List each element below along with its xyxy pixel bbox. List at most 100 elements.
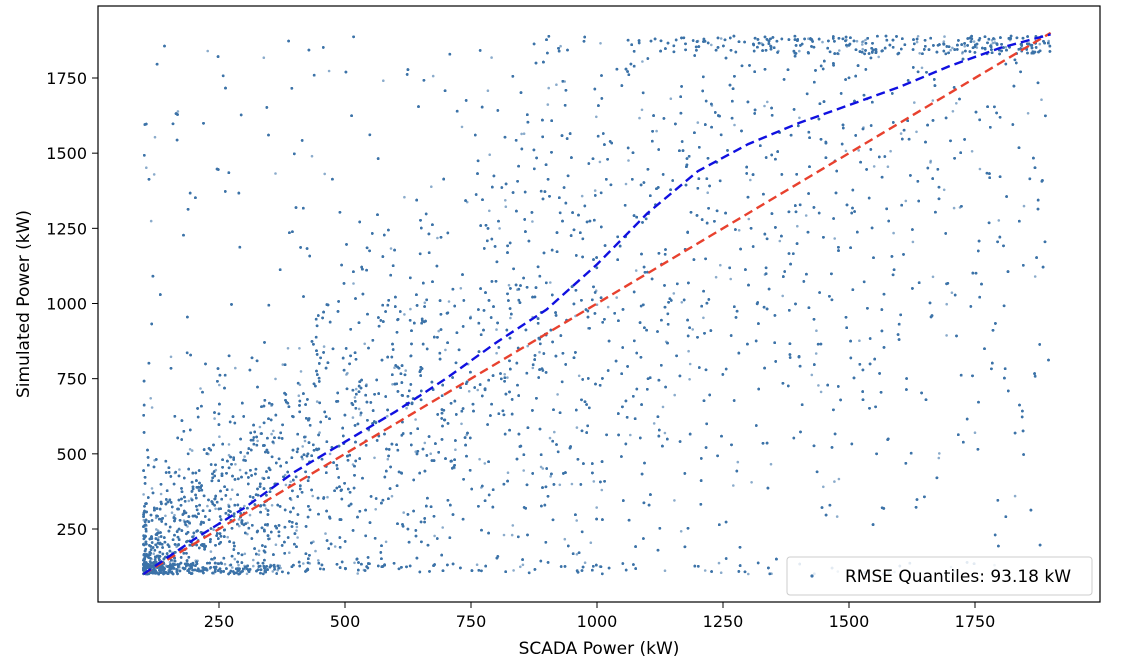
scatter-point xyxy=(483,462,487,465)
scatter-point xyxy=(507,283,511,287)
scatter-point xyxy=(295,525,299,529)
scatter-point xyxy=(328,452,332,456)
scatter-point xyxy=(549,281,552,284)
scatter-point xyxy=(641,60,644,63)
scatter-point xyxy=(403,195,406,199)
scatter-point xyxy=(444,348,447,352)
scatter-point xyxy=(429,452,433,456)
scatter-point xyxy=(475,563,479,566)
scatter-point xyxy=(314,549,317,553)
scatter-point xyxy=(600,488,604,492)
scatter-point xyxy=(583,561,587,564)
scatter-point xyxy=(274,377,277,381)
scatter-point xyxy=(155,528,158,531)
scatter-point xyxy=(861,47,864,51)
scatter-point xyxy=(230,488,234,492)
scatter-point xyxy=(549,475,552,478)
scatter-point xyxy=(769,462,773,466)
scatter-point xyxy=(346,371,349,375)
scatter-point xyxy=(807,37,810,40)
scatter-point xyxy=(719,571,723,574)
scatter-point xyxy=(819,390,823,394)
scatter-point xyxy=(262,56,266,59)
scatter-point xyxy=(747,217,751,221)
scatter-point xyxy=(679,530,683,533)
scatter-point xyxy=(279,566,282,570)
scatter-point xyxy=(595,506,598,509)
scatter-point xyxy=(833,237,836,240)
scatter-point xyxy=(303,439,307,443)
scatter-point xyxy=(509,316,512,320)
scatter-point xyxy=(318,431,321,434)
scatter-point xyxy=(606,305,610,309)
scatter-point xyxy=(145,166,148,169)
scatter-point xyxy=(1040,98,1043,101)
scatter-point xyxy=(252,564,255,568)
scatter-point xyxy=(357,407,361,411)
scatter-point xyxy=(238,524,241,528)
scatter-point xyxy=(246,532,249,536)
scatter-point xyxy=(272,429,275,433)
scatter-point xyxy=(363,342,367,346)
scatter-point xyxy=(559,44,562,48)
scatter-point xyxy=(289,480,292,484)
scatter-point xyxy=(531,220,534,223)
scatter-point xyxy=(423,441,427,445)
scatter-point xyxy=(877,55,880,59)
scatter-point xyxy=(301,457,304,461)
scatter-point xyxy=(354,387,358,391)
scatter-point xyxy=(929,159,932,163)
scatter-point xyxy=(173,513,176,517)
scatter-point xyxy=(322,345,326,348)
scatter-point xyxy=(433,534,436,538)
scatter-point xyxy=(860,40,864,44)
scatter-points xyxy=(142,34,1052,576)
scatter-point xyxy=(913,101,916,104)
scatter-point xyxy=(431,74,435,78)
scatter-point xyxy=(351,416,355,419)
scatter-point xyxy=(168,560,172,564)
scatter-point xyxy=(687,349,690,353)
scatter-point xyxy=(1026,112,1030,115)
scatter-point xyxy=(459,287,463,290)
scatter-point xyxy=(864,38,867,42)
scatter-point xyxy=(423,301,427,305)
scatter-point xyxy=(504,199,507,202)
scatter-point xyxy=(629,433,632,437)
scatter-point xyxy=(409,307,412,311)
scatter-point xyxy=(234,463,237,466)
scatter-point xyxy=(359,413,362,417)
scatter-point xyxy=(539,465,543,469)
scatter-point xyxy=(156,529,160,532)
scatter-point xyxy=(872,165,876,168)
scatter-point xyxy=(467,390,471,393)
scatter-point xyxy=(502,533,506,537)
scatter-point xyxy=(696,121,700,124)
scatter-point xyxy=(598,160,602,164)
scatter-point xyxy=(150,406,154,409)
scatter-point xyxy=(661,405,665,409)
scatter-point xyxy=(691,328,694,331)
scatter-point xyxy=(680,301,684,304)
scatter-point xyxy=(274,543,278,546)
scatter-point xyxy=(176,110,180,113)
scatter-point xyxy=(702,316,705,320)
scatter-point xyxy=(384,540,388,544)
scatter-point xyxy=(169,355,173,359)
scatter-point xyxy=(652,422,656,425)
scatter-point xyxy=(256,439,259,443)
scatter-point xyxy=(522,132,526,135)
scatter-point xyxy=(353,396,357,399)
scatter-point xyxy=(297,394,301,398)
scatter-point xyxy=(556,393,559,396)
scatter-point xyxy=(915,130,918,134)
scatter-point xyxy=(373,456,376,460)
scatter-point xyxy=(855,39,859,43)
scatter-point xyxy=(717,561,721,565)
scatter-point xyxy=(673,499,676,502)
scatter-point xyxy=(589,541,593,544)
scatter-point xyxy=(963,44,966,48)
scatter-point xyxy=(351,463,355,466)
scatter-point xyxy=(213,417,216,420)
